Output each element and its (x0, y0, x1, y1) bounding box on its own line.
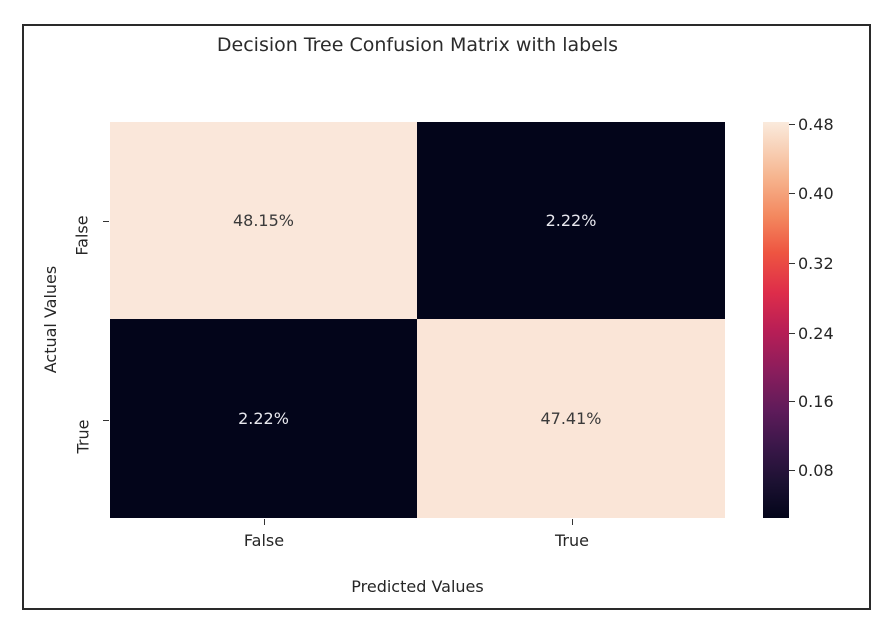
cell-value: 2.22% (238, 409, 289, 428)
colorbar-tick-label: 0.16 (798, 392, 834, 411)
colorbar-tick (789, 401, 795, 402)
colorbar-tick-label: 0.08 (798, 461, 834, 480)
colorbar-tick-label: 0.40 (798, 184, 834, 203)
chart-title: Decision Tree Confusion Matrix with labe… (216, 34, 619, 56)
x-tick-label-false: False (243, 531, 285, 550)
cell-false-false: 48.15% (110, 122, 417, 319)
y-tick-label-false: False (72, 215, 92, 256)
cell-value: 2.22% (545, 211, 597, 230)
colorbar-tick (789, 263, 795, 264)
colorbar (763, 122, 789, 518)
x-tick-true (572, 519, 573, 525)
cell-true-true: 47.41% (417, 319, 725, 518)
cell-value: 47.41% (540, 409, 602, 428)
cell-true-false: 2.22% (110, 319, 417, 518)
colorbar-tick (789, 193, 795, 194)
y-tick-label-true: True (73, 419, 93, 454)
colorbar-tick (789, 470, 795, 471)
cell-value: 48.15% (232, 211, 294, 230)
colorbar-tick-label: 0.24 (798, 324, 834, 343)
colorbar-tick (789, 333, 795, 334)
y-tick-false (103, 221, 109, 222)
colorbar-tick-label: 0.48 (798, 115, 834, 134)
colorbar-tick-label: 0.32 (798, 254, 834, 273)
confusion-matrix-heatmap: 48.15% 2.22% 2.22% 47.41% (110, 122, 725, 518)
cell-false-true: 2.22% (417, 122, 725, 319)
x-axis-title: Predicted Values (351, 577, 484, 596)
x-tick-false (264, 519, 265, 525)
x-tick-label-true: True (555, 531, 589, 550)
y-axis-title: Actual Values (41, 265, 61, 374)
y-tick-true (103, 420, 109, 421)
colorbar-tick (789, 124, 795, 125)
